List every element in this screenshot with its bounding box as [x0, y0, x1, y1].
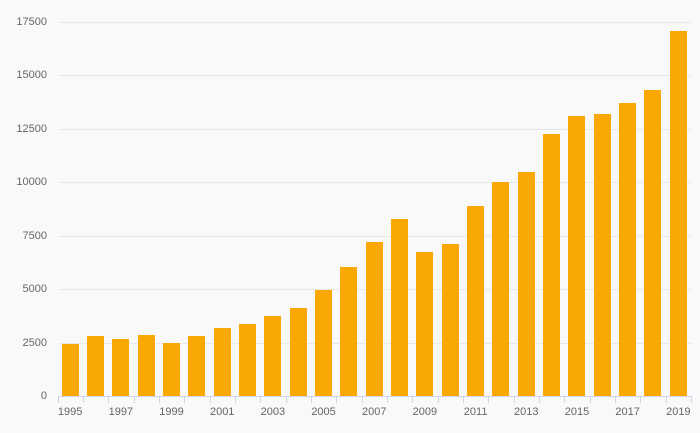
- bar-2014: [543, 134, 561, 396]
- x-axis-line: [57, 396, 692, 397]
- bar-2016: [593, 113, 611, 396]
- y-axis-tick-label: 0: [40, 390, 47, 402]
- bar-2015: [568, 116, 586, 396]
- x-axis-tick: [488, 397, 490, 403]
- bar-2011: [467, 205, 485, 396]
- bar-1995: [61, 343, 79, 396]
- x-axis-tick-label: 2011: [463, 406, 488, 418]
- y-axis-tick-label: 5000: [22, 283, 47, 296]
- y-gridline: [57, 22, 691, 23]
- x-axis-tick: [108, 397, 110, 403]
- bar-2008: [391, 218, 409, 396]
- x-axis-tick: [158, 397, 160, 403]
- x-axis-tick: [437, 397, 439, 403]
- y-gridline: [57, 182, 691, 184]
- x-axis-tick-label: 2017: [615, 406, 640, 418]
- x-axis-tick-label: 2015: [564, 406, 590, 418]
- x-axis-tick: [691, 397, 692, 403]
- x-axis-tick: [386, 397, 388, 403]
- x-axis-tick: [614, 397, 616, 403]
- x-axis-tick: [82, 397, 84, 403]
- x-axis-tick: [133, 397, 135, 403]
- bar-1996: [87, 336, 104, 396]
- x-axis-tick-label: 1995: [57, 406, 83, 418]
- bar-2017: [619, 103, 637, 396]
- x-axis-tick: [361, 397, 363, 403]
- bar-2012: [492, 182, 510, 396]
- x-axis-tick: [234, 397, 236, 403]
- bar-2002: [239, 324, 257, 396]
- y-gridline: [57, 235, 691, 237]
- bar-1998: [137, 335, 155, 396]
- bar-1999: [163, 342, 181, 396]
- x-axis-tick: [285, 397, 287, 403]
- bar-2009: [416, 251, 434, 396]
- y-gridline: [57, 75, 691, 77]
- x-axis-tick: [538, 397, 540, 403]
- x-axis-tick: [462, 397, 464, 403]
- bar-2013: [517, 171, 535, 396]
- x-axis-tick: [589, 397, 591, 403]
- x-axis-tick-label: 2005: [311, 406, 336, 418]
- x-axis-tick: [310, 397, 312, 403]
- y-axis-tick-label: 12500: [16, 122, 47, 135]
- x-axis-tick: [640, 397, 642, 403]
- x-axis-tick: [412, 397, 414, 403]
- x-axis-tick-label: 1997: [108, 406, 134, 418]
- x-axis-tick: [260, 397, 262, 403]
- y-axis-tick-label: 7500: [22, 229, 47, 242]
- x-axis-tick-label: 2001: [209, 406, 235, 418]
- y-axis-tick-label: 17500: [16, 16, 47, 28]
- x-axis-tick-label: 1999: [159, 406, 184, 418]
- x-axis-tick-label: 2009: [412, 406, 438, 418]
- bar-2006: [340, 266, 358, 396]
- bar-2001: [213, 327, 231, 396]
- x-axis-tick: [57, 397, 59, 403]
- bar-2005: [315, 290, 333, 396]
- bar-2018: [644, 90, 662, 396]
- x-axis-tick: [564, 397, 566, 403]
- bar-2019: [669, 30, 687, 396]
- x-axis-tick-label: 2007: [362, 406, 387, 418]
- y-axis-tick-label: 2500: [22, 336, 47, 349]
- y-gridline: [57, 128, 691, 130]
- y-axis-tick-label: 10000: [16, 176, 47, 189]
- bar-2004: [289, 308, 307, 396]
- bar-1997: [112, 339, 130, 396]
- bar-2003: [264, 315, 282, 396]
- x-axis-tick: [513, 397, 515, 403]
- x-axis-tick-label: 2013: [514, 406, 539, 418]
- bar-2000: [188, 336, 206, 396]
- bar-2007: [365, 242, 383, 396]
- x-axis-tick: [665, 397, 667, 403]
- x-axis-tick: [209, 397, 211, 403]
- y-axis-tick-label: 15000: [16, 69, 47, 82]
- x-axis-tick: [184, 397, 186, 403]
- x-axis-tick: [336, 397, 338, 403]
- x-axis-tick-label: 2019: [666, 406, 691, 418]
- x-axis-tick-label: 2003: [260, 406, 286, 418]
- bar-2010: [441, 244, 459, 396]
